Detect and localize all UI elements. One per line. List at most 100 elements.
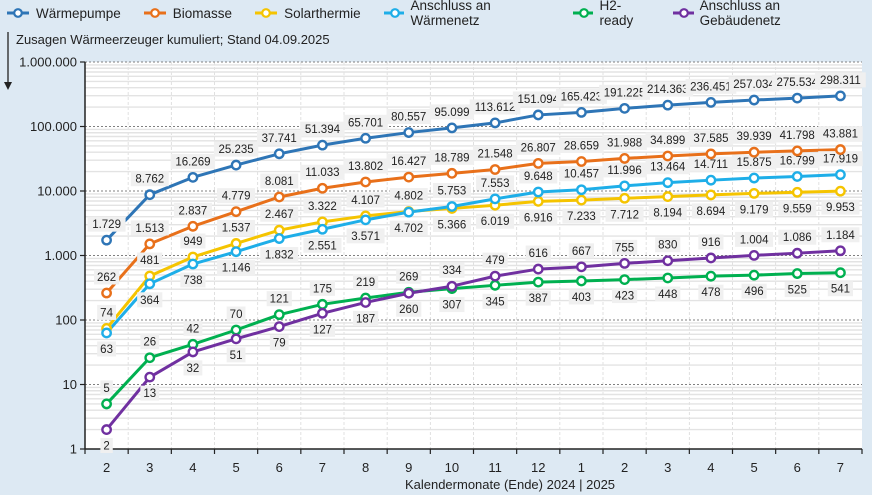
data-point xyxy=(705,148,717,160)
data-label-bg xyxy=(140,334,160,350)
x-tick-label: 9 xyxy=(405,460,412,475)
data-label-bg xyxy=(602,162,647,178)
data-point xyxy=(705,174,717,186)
data-label-bg xyxy=(173,202,212,218)
data-label: 3.322 xyxy=(308,201,337,213)
data-point xyxy=(144,352,156,364)
data-point xyxy=(489,193,501,205)
data-label-bg xyxy=(343,114,388,130)
data-label: 667 xyxy=(572,246,591,258)
data-label: 65.701 xyxy=(348,117,383,129)
data-label-bg xyxy=(140,385,160,401)
legend-label: Anschluss an Wärmenetz xyxy=(410,0,491,28)
data-label-bg xyxy=(599,84,650,100)
data-label-bg xyxy=(439,297,465,313)
data-label: 9.648 xyxy=(524,171,553,183)
data-label: 257.034 xyxy=(733,79,775,91)
data-label: 175 xyxy=(313,283,332,295)
data-label: 1.146 xyxy=(222,263,251,275)
data-label-bg xyxy=(100,380,113,396)
data-label: 755 xyxy=(615,242,634,254)
data-label: 7.233 xyxy=(567,211,596,223)
legend-marker-icon xyxy=(672,8,694,18)
data-label: 37.585 xyxy=(693,133,728,145)
data-label: 214.363 xyxy=(647,84,689,96)
data-label: 387 xyxy=(529,293,548,305)
data-label: 21.548 xyxy=(477,148,512,160)
data-label-bg xyxy=(728,76,780,92)
data-point xyxy=(576,261,587,273)
data-point xyxy=(705,270,717,282)
data-label: 830 xyxy=(658,240,677,252)
x-tick-label: 7 xyxy=(319,460,326,475)
data-label: 39.939 xyxy=(736,131,771,143)
data-point xyxy=(576,184,587,196)
data-label: 423 xyxy=(615,291,634,303)
data-label: 616 xyxy=(529,248,548,260)
data-point xyxy=(619,180,630,192)
data-label: 262 xyxy=(97,272,116,284)
data-point xyxy=(489,117,501,129)
data-label: 8.081 xyxy=(265,176,294,188)
data-label-bg xyxy=(568,289,595,305)
data-point xyxy=(187,171,199,183)
data-label: 4.779 xyxy=(222,191,251,203)
series-solarthermie xyxy=(105,189,841,330)
x-tick-label: 8 xyxy=(362,460,369,475)
data-point xyxy=(144,189,156,201)
data-point xyxy=(317,298,328,310)
data-label: 13 xyxy=(143,388,156,400)
data-label: 403 xyxy=(572,292,591,304)
data-label: 738 xyxy=(183,275,202,287)
data-point xyxy=(619,192,630,204)
data-label: 7.712 xyxy=(610,209,639,221)
data-label-bg xyxy=(343,158,388,174)
data-label-bg xyxy=(183,320,203,336)
data-label-bg xyxy=(519,209,558,225)
x-tick-label: 4 xyxy=(189,460,196,475)
data-label-bg xyxy=(562,208,601,224)
data-label-bg xyxy=(476,175,515,191)
data-label-bg xyxy=(429,149,475,165)
data-point xyxy=(273,309,285,321)
data-point xyxy=(748,187,760,199)
data-label-bg xyxy=(386,153,431,169)
x-axis-title: Kalendermonate (Ende) 2024 | 2025 xyxy=(405,477,615,492)
data-point xyxy=(835,245,846,257)
data-label-bg xyxy=(300,164,345,180)
data-label-bg xyxy=(512,91,564,107)
y-tick-label: 10.000 xyxy=(37,184,77,199)
data-label-bg xyxy=(482,252,508,268)
data-point xyxy=(446,167,458,179)
data-label: 11.996 xyxy=(607,165,641,177)
data-point xyxy=(360,132,371,144)
data-label-bg xyxy=(100,438,113,453)
data-label: 74 xyxy=(100,307,113,319)
data-point xyxy=(835,169,846,181)
data-point xyxy=(101,287,112,299)
series-h2-ready xyxy=(105,271,841,405)
legend-marker-icon xyxy=(572,8,594,18)
data-label-bg xyxy=(170,153,216,169)
data-point xyxy=(705,189,717,201)
data-label-bg xyxy=(559,166,604,182)
data-point xyxy=(230,159,242,171)
legend-label: Anschluss an Gebäudenetz xyxy=(699,0,781,28)
series-anschluss-an-wärmenetz xyxy=(105,173,841,334)
data-label-bg xyxy=(655,286,681,302)
data-point xyxy=(101,424,112,435)
data-label-bg xyxy=(611,239,638,255)
data-label-bg xyxy=(698,234,724,250)
data-point xyxy=(230,324,242,336)
legend-label: Wärmepumpe xyxy=(36,5,121,21)
data-label-bg xyxy=(309,280,336,296)
data-label: 41.798 xyxy=(780,130,815,142)
data-point xyxy=(273,191,285,203)
x-tick-label: 2 xyxy=(621,460,628,475)
data-label: 151.094 xyxy=(517,94,559,106)
data-label-bg xyxy=(655,237,681,253)
data-label-bg xyxy=(784,282,810,298)
data-label-bg xyxy=(300,121,345,137)
data-label: 37.741 xyxy=(262,133,297,145)
legend-item: H2-ready xyxy=(572,0,650,28)
